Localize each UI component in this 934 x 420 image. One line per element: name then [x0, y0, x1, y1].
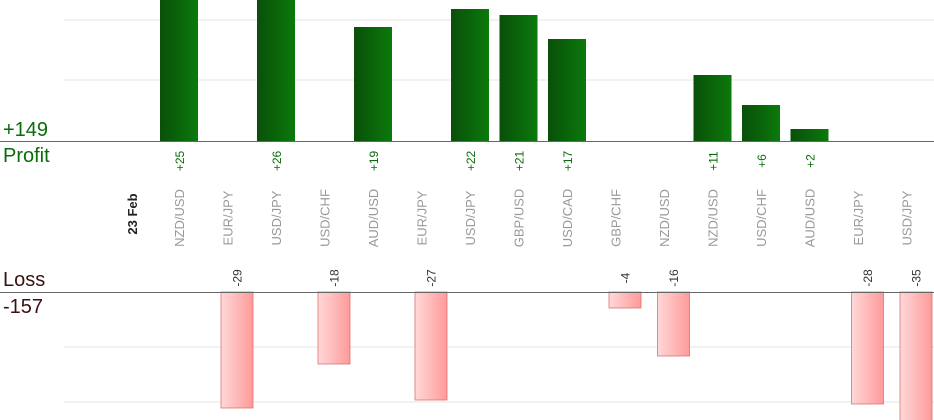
- loss-value-label: -16: [667, 269, 681, 287]
- profit-bar: [354, 27, 392, 141]
- pair-label: EUR/JPY: [415, 190, 430, 245]
- loss-bar: [608, 291, 642, 309]
- pair-label: AUD/USD: [803, 189, 818, 248]
- pair-label: USD/JPY: [900, 190, 915, 245]
- loss-value-label: -18: [328, 269, 342, 287]
- loss-value-label: -27: [425, 269, 439, 287]
- loss-value-label: -28: [861, 269, 875, 287]
- profit-bar: [499, 15, 538, 141]
- loss-bar: [317, 291, 351, 365]
- profit-bars: [160, 0, 829, 141]
- profit-bar: [693, 75, 732, 141]
- profit-label: Profit: [3, 145, 50, 167]
- pair-label: NZD/USD: [706, 189, 721, 247]
- loss-bar: [414, 291, 448, 401]
- pair-label: NZD/USD: [172, 189, 187, 247]
- profit-value-label: +11: [707, 151, 721, 171]
- pair-label: USD/CHF: [318, 189, 333, 247]
- pair-label: EUR/JPY: [221, 190, 236, 245]
- profit-bar: [790, 129, 829, 141]
- pair-label: NZD/USD: [657, 189, 672, 247]
- loss-value-label: -4: [619, 272, 633, 283]
- pair-label: EUR/JPY: [851, 190, 866, 245]
- pair-label: USD/JPY: [269, 190, 284, 245]
- pair-label: USD/CAD: [560, 189, 575, 248]
- pair-labels: NZD/USD EUR/JPY USD/JPY USD/CHF AUD/USD EUR/J…: [172, 189, 915, 248]
- loss-label: Loss: [3, 269, 46, 291]
- pair-label: AUD/USD: [366, 189, 381, 248]
- profit-value-label: +2: [804, 154, 818, 168]
- axes: [0, 141, 934, 293]
- value-labels: +25 -29 +26 -18 +19 -27 +22 +21 +17 -4 -16 +11 +6 +2 -…: [173, 150, 924, 286]
- loss-bars: [220, 291, 933, 420]
- profit-bar: [548, 39, 586, 141]
- loss-value-label: -35: [910, 269, 924, 287]
- loss-bar: [220, 291, 254, 409]
- loss-bar: [899, 291, 933, 420]
- profit-value-label: +25: [173, 150, 187, 171]
- pair-label: GBP/CHF: [609, 189, 624, 247]
- profit-value-label: +17: [561, 150, 575, 171]
- profit-bar: [160, 0, 198, 141]
- profit-value-label: +21: [513, 150, 527, 171]
- profit-value-label: +26: [270, 150, 284, 171]
- profit-bar: [742, 105, 780, 141]
- pair-label: USD/CHF: [754, 189, 769, 247]
- loss-bar: [657, 291, 690, 357]
- profit-value-label: +6: [755, 154, 769, 168]
- loss-value-label: -29: [231, 269, 245, 287]
- profit-value-label: +19: [367, 150, 381, 171]
- profit-value-label: +22: [464, 150, 478, 171]
- profit-total-label: +149: [3, 119, 49, 141]
- loss-bar: [851, 291, 884, 405]
- profit-bar: [257, 0, 295, 141]
- pair-label: USD/JPY: [463, 190, 478, 245]
- grid-lines: [64, 19, 934, 403]
- date-label: 23 Feb: [125, 193, 140, 234]
- loss-total-label: -157: [3, 296, 44, 318]
- pair-label: GBP/USD: [512, 189, 527, 248]
- profit-bar: [451, 9, 489, 141]
